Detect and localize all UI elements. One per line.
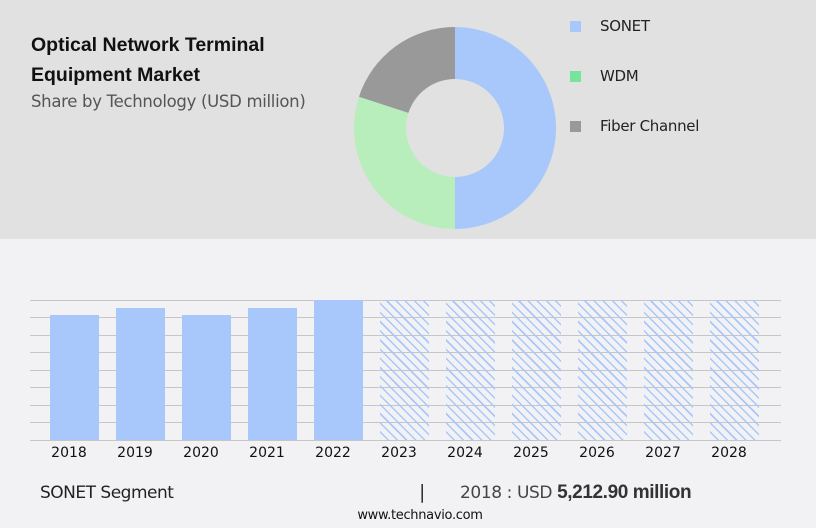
legend-swatch-icon — [570, 20, 581, 32]
bar-2025-forecast — [512, 300, 561, 440]
legend-label: Fiber Channel — [600, 117, 700, 135]
bar-2022 — [314, 300, 363, 440]
donut-chart — [353, 27, 556, 229]
bar-2026-forecast — [578, 300, 627, 440]
bar-2021 — [248, 308, 297, 440]
x-tick-label: 2025 — [513, 445, 549, 461]
bar-2024-forecast — [446, 300, 495, 440]
segment-label: SONET Segment — [40, 483, 174, 503]
bar-2027-forecast — [644, 300, 693, 440]
bar-2019 — [116, 308, 165, 440]
x-tick-label: 2022 — [315, 445, 351, 461]
segment-year-label: 2018 : USD — [460, 483, 558, 503]
segment-value: 2018 : USD 5,212.90 million — [460, 482, 692, 504]
legend-item-wdm: WDM — [570, 67, 639, 85]
legend-item-sonet: SONET — [570, 17, 650, 35]
header-panel: Optical Network Terminal Equipment Marke… — [0, 0, 816, 239]
donut-slice-wdm — [353, 96, 455, 229]
x-tick-label: 2019 — [117, 445, 153, 461]
x-tick-label: 2028 — [711, 445, 747, 461]
bar-2020 — [182, 315, 231, 440]
footer-separator: | — [419, 481, 426, 503]
donut-slice-sonet — [455, 27, 556, 229]
x-axis-baseline — [30, 440, 781, 441]
source-url: www.technavio.com — [357, 508, 483, 523]
x-tick-label: 2018 — [51, 445, 87, 461]
chart-title: Optical Network Terminal Equipment Marke… — [31, 34, 265, 86]
legend-label: SONET — [600, 17, 650, 35]
legend-swatch-icon — [570, 70, 581, 82]
x-tick-label: 2026 — [579, 445, 615, 461]
legend-swatch-icon — [570, 120, 581, 132]
chart-subtitle: Share by Technology (USD million) — [31, 92, 306, 111]
x-tick-label: 2024 — [447, 445, 483, 461]
x-tick-label: 2027 — [645, 445, 681, 461]
x-tick-label: 2020 — [183, 445, 219, 461]
bar-2028-forecast — [710, 300, 759, 440]
legend-item-fiber-channel: Fiber Channel — [570, 117, 699, 135]
x-tick-label: 2023 — [381, 445, 417, 461]
bar-2018 — [50, 315, 99, 440]
segment-value-amount: 5,212.90 million — [557, 482, 692, 503]
donut-slice-fiber-channel — [358, 27, 455, 113]
legend-label: WDM — [600, 67, 639, 85]
bar-2023-forecast — [380, 300, 429, 440]
x-tick-label: 2021 — [249, 445, 285, 461]
